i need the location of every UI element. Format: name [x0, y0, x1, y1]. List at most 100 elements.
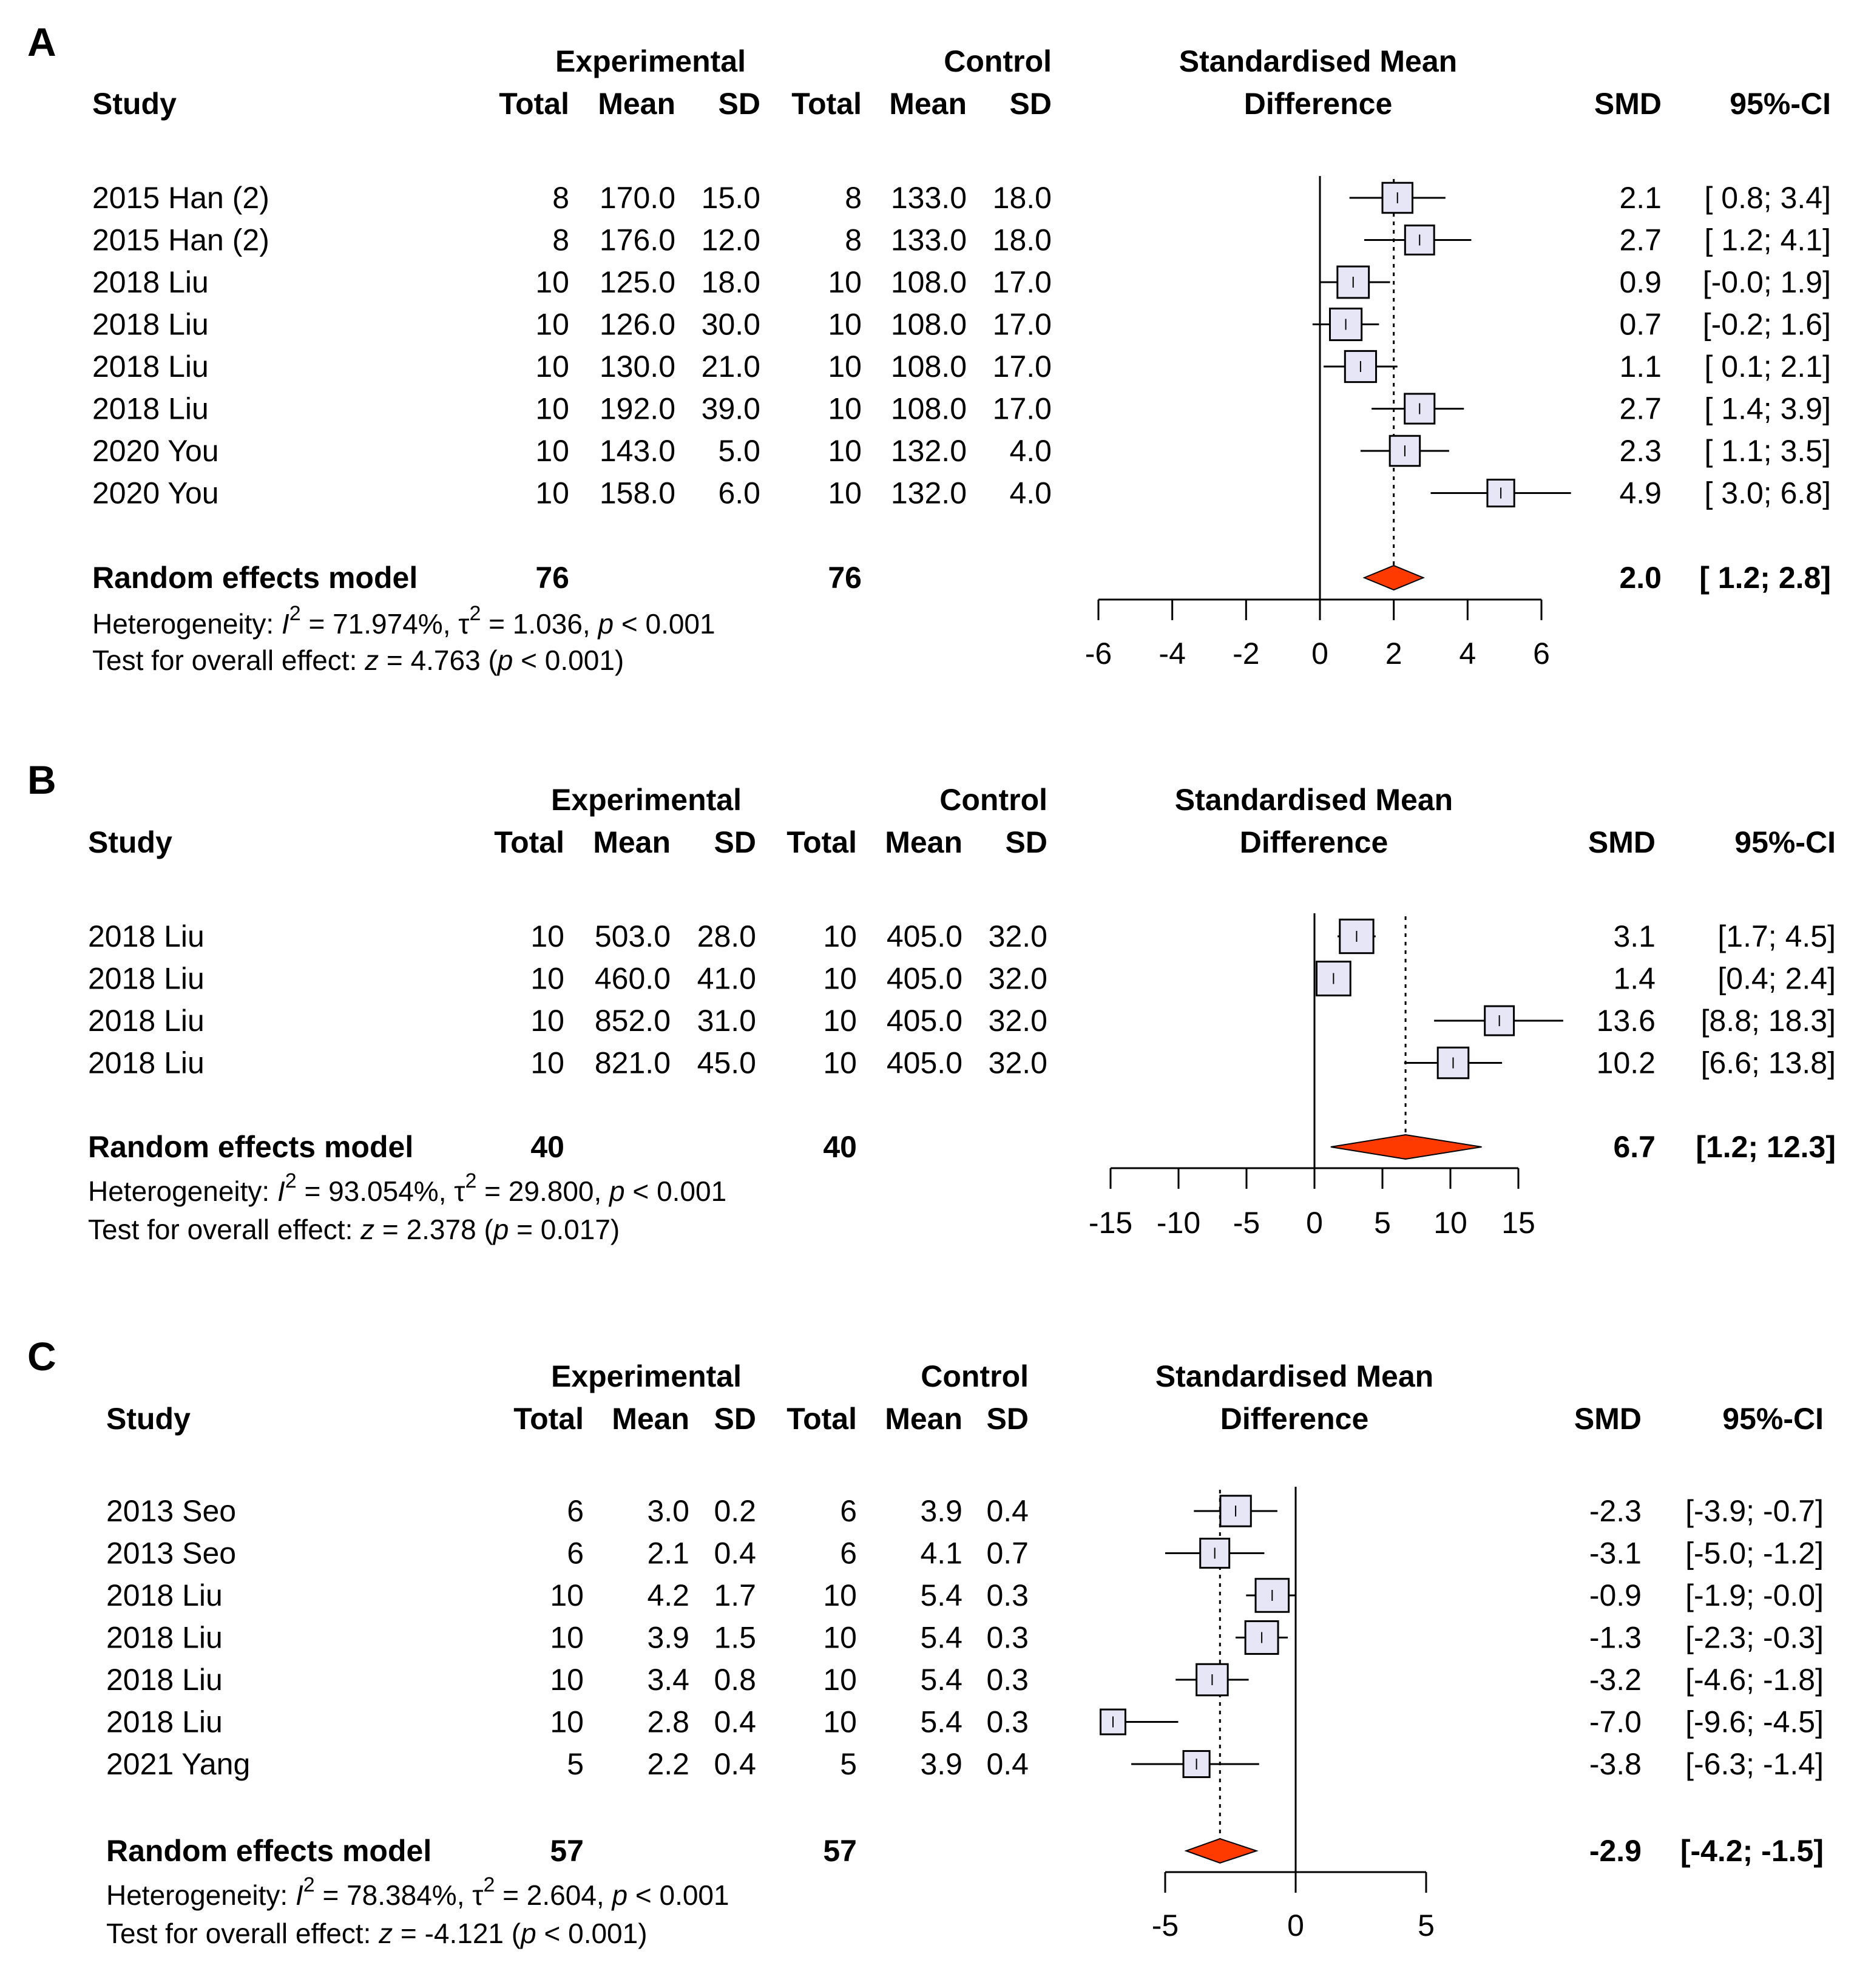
axis-tick-label: 0 — [1306, 1206, 1323, 1240]
exp-total: 10 — [530, 1004, 564, 1038]
overall-effect-test: Test for overall effect: z = 4.763 (p < … — [92, 644, 624, 676]
study-row: 2018 Liu 10 192.0 39.0 10 108.0 17.0 2.7 [ 1.4; … — [92, 392, 1831, 426]
ctl-sd: 18.0 — [993, 181, 1052, 215]
ci-value: [ 1.4; 3.9] — [1705, 392, 1831, 426]
exp-mean: 143.0 — [600, 434, 675, 468]
superscript: 2 — [289, 602, 301, 625]
header-ci: 95%-CI — [1734, 825, 1836, 859]
exp-total: 10 — [535, 350, 569, 384]
study-name: 2018 Liu — [106, 1621, 223, 1655]
text-run: < 0.001) — [513, 644, 624, 676]
ci-value: [-3.9; -0.7] — [1685, 1494, 1824, 1528]
exp-total: 10 — [535, 434, 569, 468]
header-exp-sd: SD — [719, 87, 760, 121]
summary-label: Random effects model — [106, 1834, 431, 1868]
exp-sd: 1.5 — [714, 1621, 756, 1655]
exp-sd: 45.0 — [697, 1046, 756, 1080]
z-symbol: z — [378, 1918, 393, 1949]
exp-sd: 5.0 — [718, 434, 760, 468]
exp-sd: 15.0 — [702, 181, 760, 215]
study-row: 2018 Liu 10 503.0 28.0 10 405.0 32.0 3.1 [1.7; 4… — [88, 918, 1836, 955]
exp-sd: 41.0 — [697, 962, 756, 996]
summary-label: Random effects model — [88, 1130, 413, 1164]
study-name: 2018 Liu — [106, 1663, 223, 1697]
exp-mean: 126.0 — [600, 308, 675, 342]
p-symbol: p — [519, 1918, 536, 1949]
summary-ci: [-4.2; -1.5] — [1680, 1834, 1824, 1868]
ctl-mean: 405.0 — [887, 1046, 962, 1080]
text-run: = 0.017) — [509, 1214, 620, 1245]
text-run: = 71.974%, — [301, 608, 459, 640]
ctl-sd: 17.0 — [993, 308, 1052, 342]
tau-symbol: τ — [454, 1175, 465, 1207]
panel-label: B — [27, 757, 56, 802]
header-control: Control — [939, 783, 1047, 817]
study-name: 2018 Liu — [88, 962, 205, 996]
header-study: Study — [88, 825, 172, 859]
exp-total: 8 — [552, 181, 569, 215]
exp-total: 6 — [567, 1537, 584, 1570]
x-axis: -5 0 5 — [1152, 1871, 1435, 1942]
exp-sd: 0.4 — [714, 1747, 756, 1781]
header-ctl-total: Total — [791, 87, 862, 121]
study-name: 2018 Liu — [92, 350, 209, 384]
ctl-sd: 0.4 — [986, 1494, 1029, 1528]
study-row: 2013 Seo 6 3.0 0.2 6 3.9 0.4 -2.3 [-3.9; -0.7] — [106, 1494, 1824, 1528]
ctl-total: 8 — [845, 181, 862, 215]
study-row: 2020 You 10 158.0 6.0 10 132.0 4.0 4.9 [ 3.0; 6.… — [92, 476, 1831, 510]
ctl-sd: 0.3 — [986, 1663, 1029, 1697]
header-experimental: Experimental — [555, 44, 746, 78]
smd-value: 13.6 — [1597, 1004, 1656, 1038]
axis-tick-label: -5 — [1233, 1206, 1260, 1240]
text-run: = 93.054%, — [297, 1175, 455, 1207]
header-ctl-total: Total — [786, 1402, 857, 1436]
exp-mean: 130.0 — [600, 350, 675, 384]
summary-diamond — [1362, 564, 1425, 591]
ci-value: [ 1.2; 4.1] — [1705, 223, 1831, 257]
header-smd-title: Standardised Mean — [1175, 783, 1453, 817]
header-ctl-mean: Mean — [885, 825, 962, 859]
exp-total: 6 — [567, 1494, 584, 1528]
p-symbol: p — [492, 1214, 509, 1245]
ctl-total: 10 — [823, 1705, 857, 1739]
z-symbol: z — [364, 644, 379, 676]
overall-effect-test: Test for overall effect: z = 2.378 (p = … — [88, 1214, 620, 1245]
ci-value: [ 1.1; 3.5] — [1705, 434, 1831, 468]
p-symbol: p — [611, 1879, 627, 1911]
smd-value: 1.1 — [1619, 350, 1662, 384]
p-symbol: p — [608, 1175, 625, 1207]
header-control: Control — [921, 1359, 1029, 1393]
axis-tick-label: -10 — [1157, 1206, 1200, 1240]
summary-exp-total: 40 — [530, 1130, 564, 1164]
exp-total: 10 — [550, 1663, 584, 1697]
exp-total: 10 — [530, 919, 564, 953]
study-row: 2018 Liu 10 3.9 1.5 10 5.4 0.3 -1.3 [-2.3; -0.3] — [106, 1620, 1824, 1655]
text-run: Heterogeneity: — [92, 608, 282, 640]
ctl-sd: 32.0 — [989, 962, 1047, 996]
text-run: = 78.384%, — [315, 1879, 473, 1911]
ctl-total: 6 — [840, 1494, 857, 1528]
study-name: 2021 Yang — [106, 1747, 250, 1781]
ctl-mean: 405.0 — [887, 962, 962, 996]
axis-tick-label: -2 — [1233, 637, 1259, 671]
summary-ctl-total: 40 — [823, 1130, 857, 1164]
ctl-mean: 108.0 — [891, 350, 967, 384]
ctl-sd: 17.0 — [993, 392, 1052, 426]
ci-value: [-6.3; -1.4] — [1685, 1747, 1824, 1781]
text-run: = -4.121 ( — [393, 1918, 521, 1949]
ctl-total: 10 — [828, 476, 862, 510]
header-ctl-sd: SD — [1006, 825, 1047, 859]
ci-value: [1.7; 4.5] — [1717, 919, 1836, 953]
summary-exp-total: 57 — [550, 1834, 584, 1868]
ci-value: [0.4; 2.4] — [1717, 962, 1836, 996]
exp-sd: 0.2 — [714, 1494, 756, 1528]
smd-value: 0.7 — [1619, 308, 1662, 342]
study-row: 2018 Liu 10 126.0 30.0 10 108.0 17.0 0.7 [-0.2; … — [92, 308, 1831, 342]
ctl-mean: 3.9 — [920, 1747, 962, 1781]
exp-sd: 12.0 — [702, 223, 760, 257]
ctl-sd: 4.0 — [1009, 476, 1052, 510]
study-name: 2018 Liu — [92, 308, 209, 342]
superscript: 2 — [285, 1169, 297, 1192]
ctl-sd: 0.3 — [986, 1705, 1029, 1739]
effect-size-box — [1404, 225, 1435, 255]
